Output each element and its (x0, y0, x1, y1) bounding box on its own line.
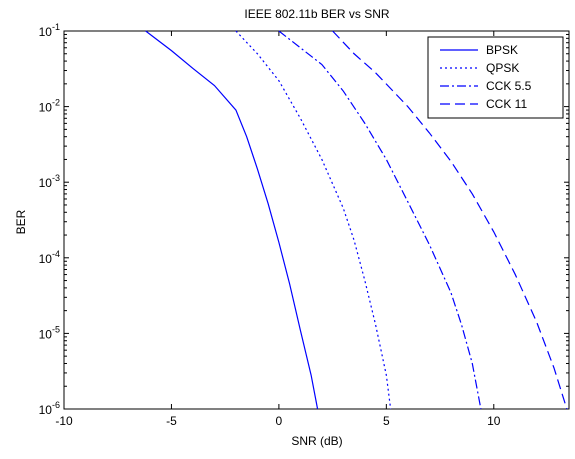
series-line-cck-5-5 (278, 30, 482, 410)
legend-label: QPSK (486, 61, 519, 75)
legend-label: BPSK (486, 43, 518, 57)
legend: BPSK QPSK CCK 5.5 CCK 11 (427, 36, 564, 119)
y-tick-label: 10-4 (39, 249, 60, 266)
x-tick-label: -5 (166, 414, 177, 428)
chart-title: IEEE 802.11b BER vs SNR (244, 7, 390, 21)
y-tick-label: 10-6 (39, 400, 60, 417)
x-tick-label: 10 (487, 414, 501, 428)
x-axis-label: SNR (dB) (291, 434, 342, 448)
y-tick-exponent: -4 (52, 249, 60, 259)
x-tick-label: 5 (383, 414, 390, 428)
y-tick-base: 10 (39, 327, 53, 341)
legend-label: CCK 11 (486, 97, 527, 111)
y-tick-exponent: -2 (52, 98, 60, 108)
y-tick-base: 10 (39, 176, 53, 190)
y-tick-exponent: -1 (52, 22, 60, 32)
y-tick-exponent: -5 (52, 324, 60, 334)
series-line-cck-11 (332, 30, 568, 410)
y-tick-label: 10-2 (39, 98, 60, 115)
series-lines (145, 30, 568, 410)
y-tick-label: 10-5 (39, 324, 60, 341)
y-tick-base: 10 (39, 403, 53, 417)
y-tick-base: 10 (39, 25, 53, 39)
x-tick-label: 0 (276, 414, 283, 428)
y-tick-label: 10-1 (39, 22, 60, 39)
legend-label: CCK 5.5 (486, 79, 532, 93)
y-tick-base: 10 (39, 101, 53, 115)
x-tick-label: -10 (55, 414, 73, 428)
y-tick-label: 10-3 (39, 173, 60, 190)
y-tick-base: 10 (39, 252, 53, 266)
series-line-qpsk (235, 30, 392, 410)
y-tick-exponent: -6 (52, 400, 60, 410)
x-axis: -10 -5 0 5 10 (55, 31, 501, 428)
y-tick-exponent: -3 (52, 173, 60, 183)
y-axis-label: BER (14, 209, 28, 234)
series-line-bpsk (145, 30, 319, 410)
